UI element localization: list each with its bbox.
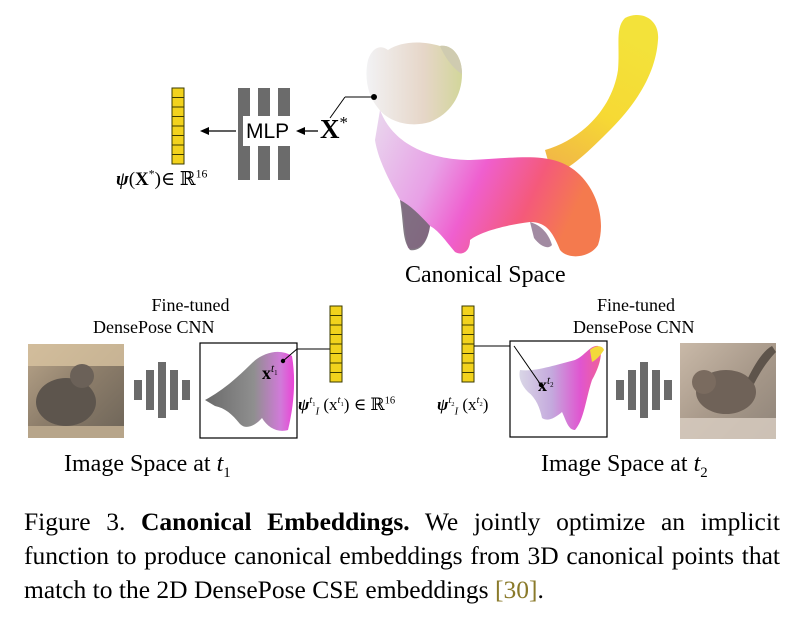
left-embedding-expr: ψt1I (xt1) ∈ ℝ16 bbox=[298, 395, 396, 418]
left-densepose-cnn bbox=[134, 362, 190, 418]
right-cse-output bbox=[474, 340, 608, 438]
left-embedding-vector bbox=[329, 305, 343, 383]
canonical-cat-mesh bbox=[329, 14, 659, 257]
right-embedding-vector bbox=[461, 305, 475, 383]
mlp-label: MLP bbox=[246, 120, 290, 143]
left-network-label-line1: Fine-tuned bbox=[151, 295, 230, 315]
caption-title: Canonical Embeddings. bbox=[141, 507, 410, 536]
right-point-symbol: xt2 bbox=[538, 375, 554, 395]
left-network-label-line2: DensePose CNN bbox=[93, 317, 215, 337]
caption-body: We jointly optimize an implicit function… bbox=[24, 507, 780, 604]
left-space-label: Image Space at t1 bbox=[64, 451, 231, 481]
mlp-output-arrow bbox=[200, 127, 236, 135]
right-network-label-line2: DensePose CNN bbox=[573, 317, 695, 337]
canonical-embedding-expr: ψ(X*)∈ ℝ16 bbox=[116, 167, 208, 190]
caption-citation[interactable]: [30] bbox=[494, 575, 538, 604]
caption-figure-number: Figure 3. bbox=[24, 507, 126, 536]
left-cse-output bbox=[199, 342, 330, 439]
canonical-point-symbol: X* bbox=[320, 113, 348, 144]
right-space-label: Image Space at t2 bbox=[541, 451, 708, 481]
right-input-photo bbox=[680, 343, 776, 439]
canonical-embedding-vector bbox=[171, 87, 185, 165]
right-network-label-line1: Fine-tuned bbox=[597, 295, 675, 315]
figure-caption: Figure 3. Canonical Embeddings. We joint… bbox=[24, 507, 780, 604]
left-input-photo bbox=[28, 344, 124, 438]
mlp-input-arrow bbox=[296, 127, 318, 135]
left-point-symbol: xt1 bbox=[262, 363, 278, 383]
right-embedding-expr: ψt2I (xt2) bbox=[437, 395, 489, 418]
right-densepose-cnn bbox=[616, 362, 672, 418]
mlp-network bbox=[238, 88, 295, 180]
canonical-space-label: Canonical Space bbox=[405, 262, 566, 288]
